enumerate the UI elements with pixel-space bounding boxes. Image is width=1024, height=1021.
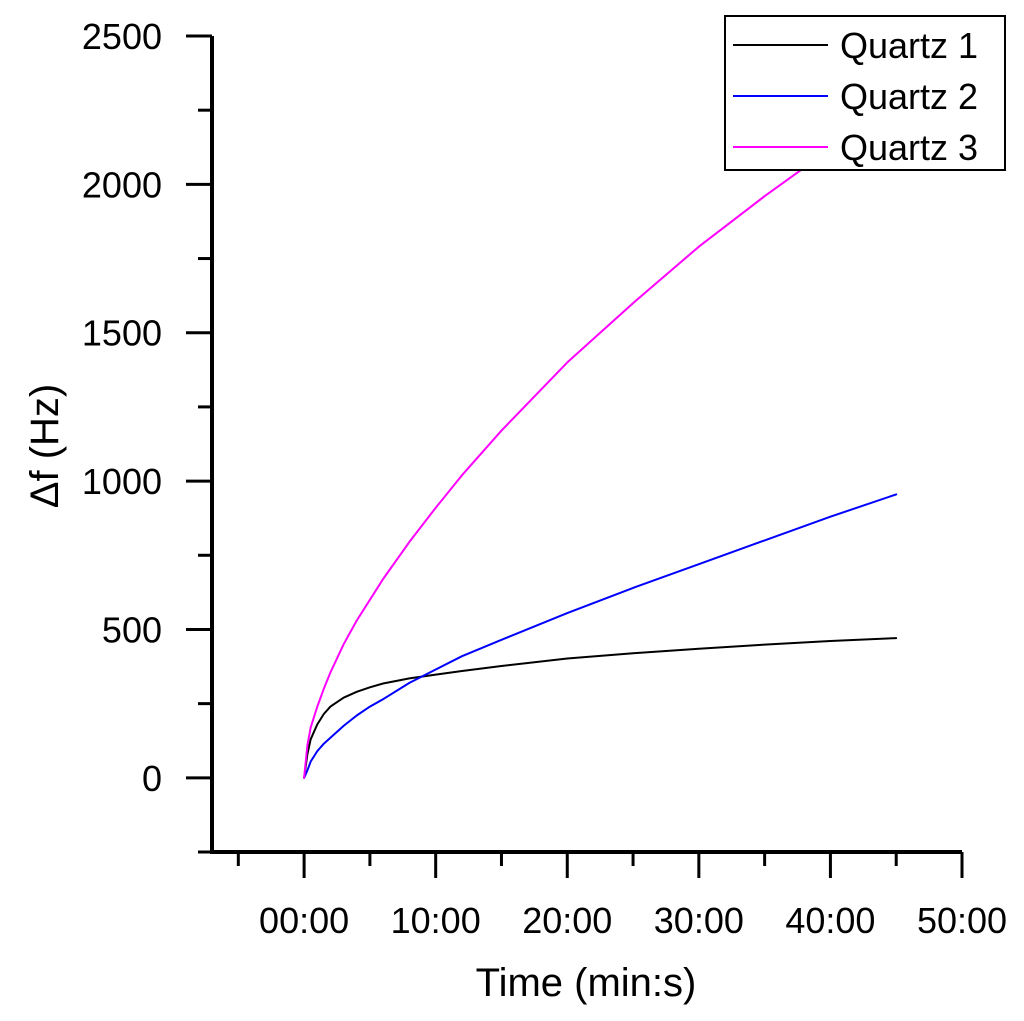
legend-box [724,15,1006,171]
y-tick-label: 1000 [82,461,162,502]
legend: Quartz 1 Quartz 2 Quartz 3 [724,15,1006,171]
y-axis-title: Δf (Hz) [23,384,67,508]
x-tick-label: 40:00 [785,900,875,941]
x-tick-label: 00:00 [259,900,349,941]
legend-label-1: Quartz 1 [840,25,978,66]
x-tick-label: 10:00 [391,900,481,941]
x-tick-label: 30:00 [654,900,744,941]
y-ticks: 0 500 1000 1500 2000 2500 [82,16,212,854]
series-line-2 [303,493,898,779]
y-tick-label: 1500 [82,313,162,354]
y-tick-label: 2500 [82,16,162,57]
x-tick-label: 20:00 [522,900,612,941]
series-layer [303,103,898,779]
x-axis-title: Time (min:s) [476,961,697,1005]
x-tick-label: 50:00 [917,900,1007,941]
series-line-1 [303,637,898,779]
y-tick-label: 0 [142,758,162,799]
legend-label-3: Quartz 3 [840,127,978,168]
legend-label-2: Quartz 2 [840,76,978,117]
y-tick-label: 500 [102,609,162,650]
series-line-3 [303,103,898,779]
y-tick-label: 2000 [82,164,162,205]
legend-items: Quartz 1 Quartz 2 Quartz 3 [733,25,978,168]
x-ticks: 00:00 10:00 20:00 30:00 40:00 50:00 [236,852,1007,941]
